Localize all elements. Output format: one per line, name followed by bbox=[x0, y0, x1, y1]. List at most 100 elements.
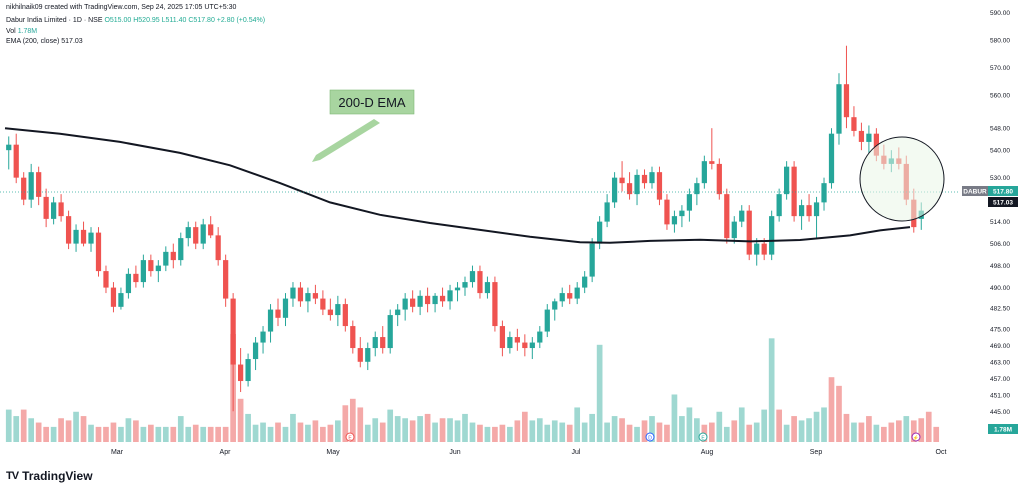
candle bbox=[552, 298, 558, 321]
volume-bar bbox=[858, 422, 865, 442]
candle bbox=[671, 210, 678, 233]
candle bbox=[170, 243, 176, 269]
volume-bar bbox=[140, 426, 147, 442]
ema-legend[interactable]: EMA (200, close) 517.03 bbox=[6, 38, 83, 45]
volume-bar bbox=[43, 426, 49, 442]
annotation-box bbox=[329, 89, 415, 115]
volume-bar bbox=[903, 416, 910, 442]
volume-bar bbox=[611, 416, 618, 442]
volume-bar bbox=[282, 426, 289, 442]
candle bbox=[387, 309, 393, 354]
volume-bar bbox=[746, 424, 753, 442]
candle bbox=[866, 125, 872, 153]
time-tick-label: Sep bbox=[810, 449, 823, 456]
volume-bar bbox=[297, 422, 304, 442]
candle bbox=[275, 298, 281, 327]
volume-bar bbox=[813, 411, 820, 442]
volume-bar bbox=[581, 422, 588, 442]
volume-bar bbox=[544, 424, 551, 442]
candle bbox=[148, 254, 154, 277]
price-axis: 590.00 580.00 570.00 560.00 548.00 540.00 530.… bbox=[990, 10, 1010, 432]
volume-bar bbox=[529, 420, 536, 442]
candle bbox=[95, 227, 102, 277]
volume-bar bbox=[559, 422, 566, 442]
price-tick-label: 548.00 bbox=[990, 126, 1010, 133]
volume-bar bbox=[58, 418, 64, 442]
candle bbox=[58, 194, 64, 222]
symbol-line: Dabur India Limited · 1D · NSE bbox=[6, 17, 103, 24]
price-tick-label: 463.00 bbox=[990, 359, 1010, 366]
candle bbox=[163, 246, 169, 272]
volume-bar bbox=[918, 418, 925, 442]
volume-bar bbox=[589, 413, 595, 442]
svg-text:E: E bbox=[701, 436, 705, 442]
volume-bar bbox=[387, 409, 394, 442]
candle bbox=[380, 326, 386, 354]
tradingview-logo[interactable]: TV TradingView bbox=[6, 469, 93, 483]
svg-text:517.03: 517.03 bbox=[993, 200, 1013, 207]
volume-bar bbox=[200, 426, 207, 442]
price-tick-label: 560.00 bbox=[990, 93, 1010, 100]
volume-bar bbox=[439, 418, 446, 442]
volume-bar bbox=[394, 416, 401, 442]
time-tick-label: Mar bbox=[111, 449, 124, 456]
candle bbox=[125, 268, 132, 299]
volume-bar bbox=[170, 426, 177, 442]
volume-bar bbox=[73, 411, 79, 442]
volume-bar bbox=[327, 424, 334, 442]
candle bbox=[230, 293, 236, 412]
volume-bar bbox=[379, 422, 386, 442]
volume-bar bbox=[664, 424, 670, 442]
price-tick-label: 570.00 bbox=[990, 65, 1010, 72]
volume-bar bbox=[776, 409, 782, 442]
volume-bar bbox=[454, 420, 461, 442]
svg-text:DABUR: DABUR bbox=[963, 189, 987, 196]
volume-bar bbox=[910, 420, 917, 442]
price-tick-label: 482.50 bbox=[990, 306, 1010, 313]
volume-bar bbox=[80, 416, 87, 442]
candle bbox=[597, 216, 603, 250]
candle bbox=[133, 265, 139, 288]
candle bbox=[237, 348, 244, 393]
candle bbox=[193, 221, 199, 250]
candle bbox=[417, 290, 423, 316]
candle bbox=[492, 276, 498, 332]
svg-text:517.80: 517.80 bbox=[993, 189, 1013, 196]
volume-bar bbox=[925, 411, 932, 442]
candle bbox=[798, 199, 805, 230]
volume-bar bbox=[409, 420, 416, 442]
volume-bar bbox=[619, 418, 625, 442]
candle bbox=[626, 172, 633, 200]
candle bbox=[305, 287, 311, 313]
candle bbox=[312, 284, 319, 305]
volume-bar bbox=[723, 426, 730, 442]
volume-legend[interactable]: Vol 1.78M bbox=[6, 28, 38, 35]
event-marker-earnings-icon[interactable]: E bbox=[698, 432, 708, 442]
candle bbox=[499, 320, 506, 357]
volume-bar bbox=[649, 416, 655, 442]
volume-bar bbox=[492, 426, 498, 442]
price-tick-label: 490.00 bbox=[990, 285, 1010, 292]
volume-bar bbox=[836, 385, 842, 442]
volume-bar bbox=[641, 420, 648, 442]
time-tick-label: Apr bbox=[220, 449, 232, 456]
volume-bar bbox=[125, 418, 132, 442]
volume-bar bbox=[821, 407, 827, 442]
candle bbox=[432, 293, 438, 313]
candle bbox=[754, 238, 760, 266]
candle bbox=[36, 166, 42, 206]
volume-bar bbox=[222, 426, 229, 442]
event-marker-split-icon[interactable]: ⚡ bbox=[911, 432, 921, 442]
event-marker-dividend-icon[interactable]: D bbox=[645, 432, 655, 442]
volume-bar bbox=[738, 407, 745, 442]
volume-bar bbox=[237, 398, 244, 442]
candle bbox=[155, 260, 161, 283]
candle bbox=[843, 45, 850, 129]
candle bbox=[28, 163, 34, 208]
volume-bar bbox=[656, 422, 663, 442]
candle bbox=[424, 287, 431, 313]
time-tick-label: Aug bbox=[701, 449, 714, 456]
event-marker-earnings-icon[interactable]: E bbox=[345, 432, 355, 442]
time-tick-label: May bbox=[326, 449, 340, 456]
